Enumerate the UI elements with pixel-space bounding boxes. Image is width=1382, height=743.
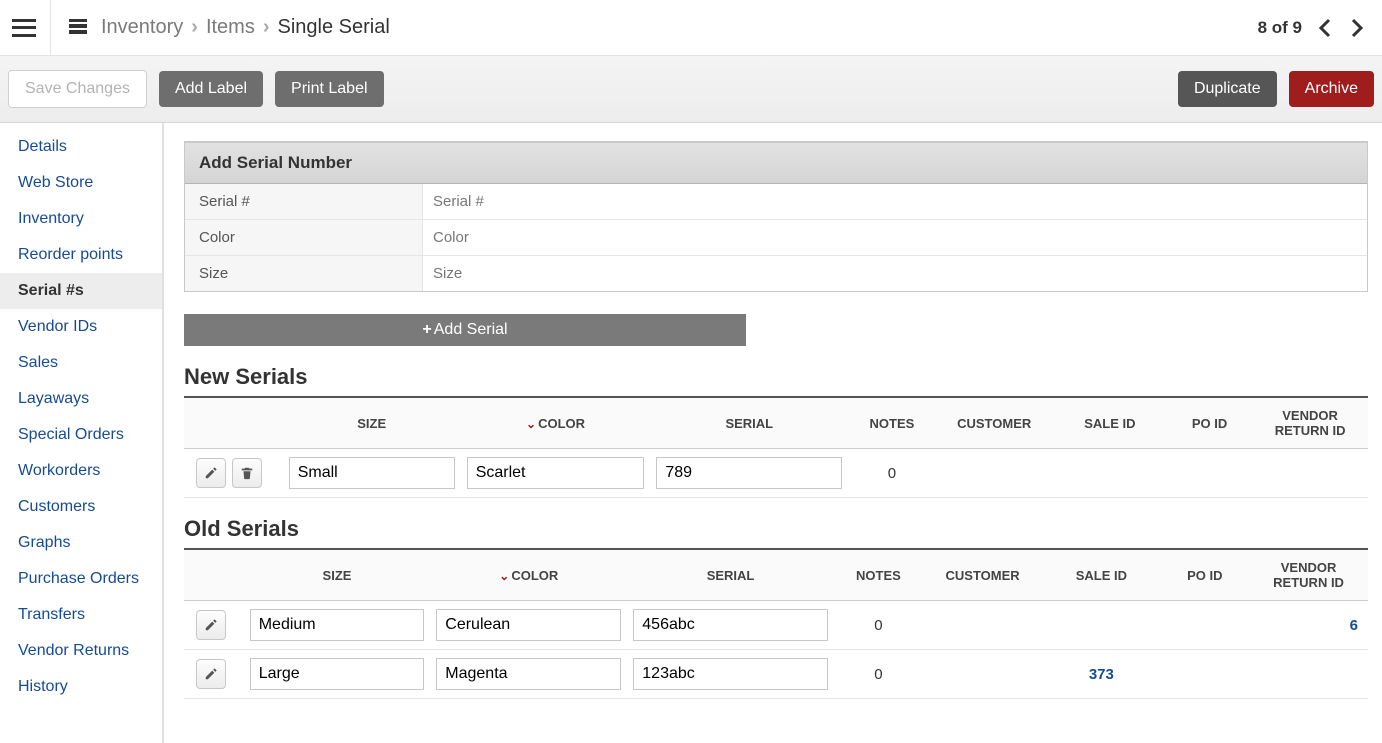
form-row-size: Size <box>185 256 1367 291</box>
sidebar-item-history[interactable]: History <box>0 669 162 705</box>
edit-button[interactable] <box>196 659 226 689</box>
sidebar-item-special-orders[interactable]: Special Orders <box>0 417 162 453</box>
topbar: Inventory › Items › Single Serial 8 of 9 <box>0 0 1382 56</box>
col-saleid[interactable]: SALE ID <box>1042 549 1160 601</box>
col-color[interactable]: ⌄COLOR <box>430 549 627 601</box>
menu-icon[interactable] <box>12 16 36 40</box>
sidebar-item-workorders[interactable]: Workorders <box>0 453 162 489</box>
add-serial-button[interactable]: +Add Serial <box>184 314 746 346</box>
cell-input[interactable] <box>633 609 828 641</box>
col-customer[interactable]: CUSTOMER <box>936 397 1053 449</box>
breadcrumb-current: Single Serial <box>278 16 390 39</box>
size-label: Size <box>185 256 423 291</box>
delete-button[interactable] <box>232 458 262 488</box>
cell-input[interactable] <box>656 457 842 489</box>
add-serial-panel: Add Serial Number Serial # Color Size <box>184 141 1368 292</box>
cell-input[interactable] <box>436 658 621 690</box>
col-vrid[interactable]: VENDOR RETURN ID <box>1252 397 1368 449</box>
old-serials-table: SIZE ⌄COLOR SERIAL NOTES CUSTOMER SALE I… <box>184 548 1368 699</box>
prev-button[interactable] <box>1312 15 1338 41</box>
sidebar-item-layaways[interactable]: Layaways <box>0 381 162 417</box>
table-row: 0 <box>184 449 1368 498</box>
main: Add Serial Number Serial # Color Size <box>164 123 1382 743</box>
panel-title: Add Serial Number <box>185 143 1367 184</box>
sort-indicator-icon: ⌄ <box>526 417 536 431</box>
new-serials-title: New Serials <box>184 364 1368 390</box>
col-customer[interactable]: CUSTOMER <box>923 549 1042 601</box>
vendor-return-id-link[interactable]: 6 <box>1350 617 1358 634</box>
table-row: 0373 <box>184 650 1368 699</box>
cell-input[interactable] <box>633 658 828 690</box>
cell-input[interactable] <box>436 609 621 641</box>
chevron-right-icon: › <box>263 16 270 39</box>
cell-input[interactable] <box>250 658 425 690</box>
col-serial[interactable]: SERIAL <box>650 397 848 449</box>
sale-id-link[interactable]: 373 <box>1089 666 1114 683</box>
col-vrid[interactable]: VENDOR RETURN ID <box>1249 549 1368 601</box>
cell-input[interactable] <box>289 457 455 489</box>
chevron-right-icon: › <box>191 16 198 39</box>
form-row-serial: Serial # <box>185 184 1367 220</box>
col-notes[interactable]: NOTES <box>834 549 923 601</box>
col-color[interactable]: ⌄COLOR <box>461 397 651 449</box>
sidebar-item-customers[interactable]: Customers <box>0 489 162 525</box>
add-serial-button-label: Add Serial <box>434 321 508 338</box>
cell-input[interactable] <box>250 609 425 641</box>
sidebar-item-vendor-ids[interactable]: Vendor IDs <box>0 309 162 345</box>
breadcrumb: Inventory › Items › Single Serial <box>101 16 390 39</box>
serial-input[interactable] <box>423 184 1367 219</box>
add-label-button[interactable]: Add Label <box>159 71 263 107</box>
cell-input[interactable] <box>467 457 645 489</box>
sidebar-item-web-store[interactable]: Web Store <box>0 165 162 201</box>
duplicate-button[interactable]: Duplicate <box>1178 71 1277 107</box>
col-saleid[interactable]: SALE ID <box>1053 397 1167 449</box>
col-serial[interactable]: SERIAL <box>627 549 834 601</box>
divider <box>50 0 51 56</box>
sidebar-item-vendor-returns[interactable]: Vendor Returns <box>0 633 162 669</box>
save-button: Save Changes <box>8 70 147 108</box>
form-row-color: Color <box>185 220 1367 256</box>
sort-indicator-icon: ⌄ <box>499 569 509 583</box>
color-input[interactable] <box>423 220 1367 255</box>
sidebar-item-graphs[interactable]: Graphs <box>0 525 162 561</box>
edit-button[interactable] <box>196 458 226 488</box>
sidebar-item-serial-s[interactable]: Serial #s <box>0 273 162 309</box>
col-poid[interactable]: PO ID <box>1161 549 1250 601</box>
edit-button[interactable] <box>196 610 226 640</box>
new-serials-table: SIZE ⌄COLOR SERIAL NOTES CUSTOMER SALE I… <box>184 396 1368 498</box>
sidebar-item-details[interactable]: Details <box>0 129 162 165</box>
size-input[interactable] <box>423 256 1367 291</box>
archive-button[interactable]: Archive <box>1289 71 1374 107</box>
sidebar-item-transfers[interactable]: Transfers <box>0 597 162 633</box>
col-poid[interactable]: PO ID <box>1167 397 1252 449</box>
color-label: Color <box>185 220 423 255</box>
pager-text: 8 of 9 <box>1258 18 1302 38</box>
actionbar: Save Changes Add Label Print Label Dupli… <box>0 56 1382 123</box>
sidebar-item-reorder-points[interactable]: Reorder points <box>0 237 162 273</box>
plus-icon: + <box>422 321 431 338</box>
col-size[interactable]: SIZE <box>244 549 431 601</box>
print-label-button[interactable]: Print Label <box>275 71 384 107</box>
breadcrumb-inventory[interactable]: Inventory <box>101 16 183 39</box>
col-size[interactable]: SIZE <box>283 397 461 449</box>
pager: 8 of 9 <box>1258 15 1370 41</box>
sidebar-item-sales[interactable]: Sales <box>0 345 162 381</box>
sidebar: DetailsWeb StoreInventoryReorder pointsS… <box>0 123 164 743</box>
serial-label: Serial # <box>185 184 423 219</box>
sidebar-item-purchase-orders[interactable]: Purchase Orders <box>0 561 162 597</box>
next-button[interactable] <box>1344 15 1370 41</box>
sidebar-item-inventory[interactable]: Inventory <box>0 201 162 237</box>
old-serials-title: Old Serials <box>184 516 1368 542</box>
breadcrumb-items[interactable]: Items <box>206 16 255 39</box>
col-notes[interactable]: NOTES <box>848 397 935 449</box>
table-row: 06 <box>184 601 1368 650</box>
app-icon[interactable] <box>69 19 87 37</box>
